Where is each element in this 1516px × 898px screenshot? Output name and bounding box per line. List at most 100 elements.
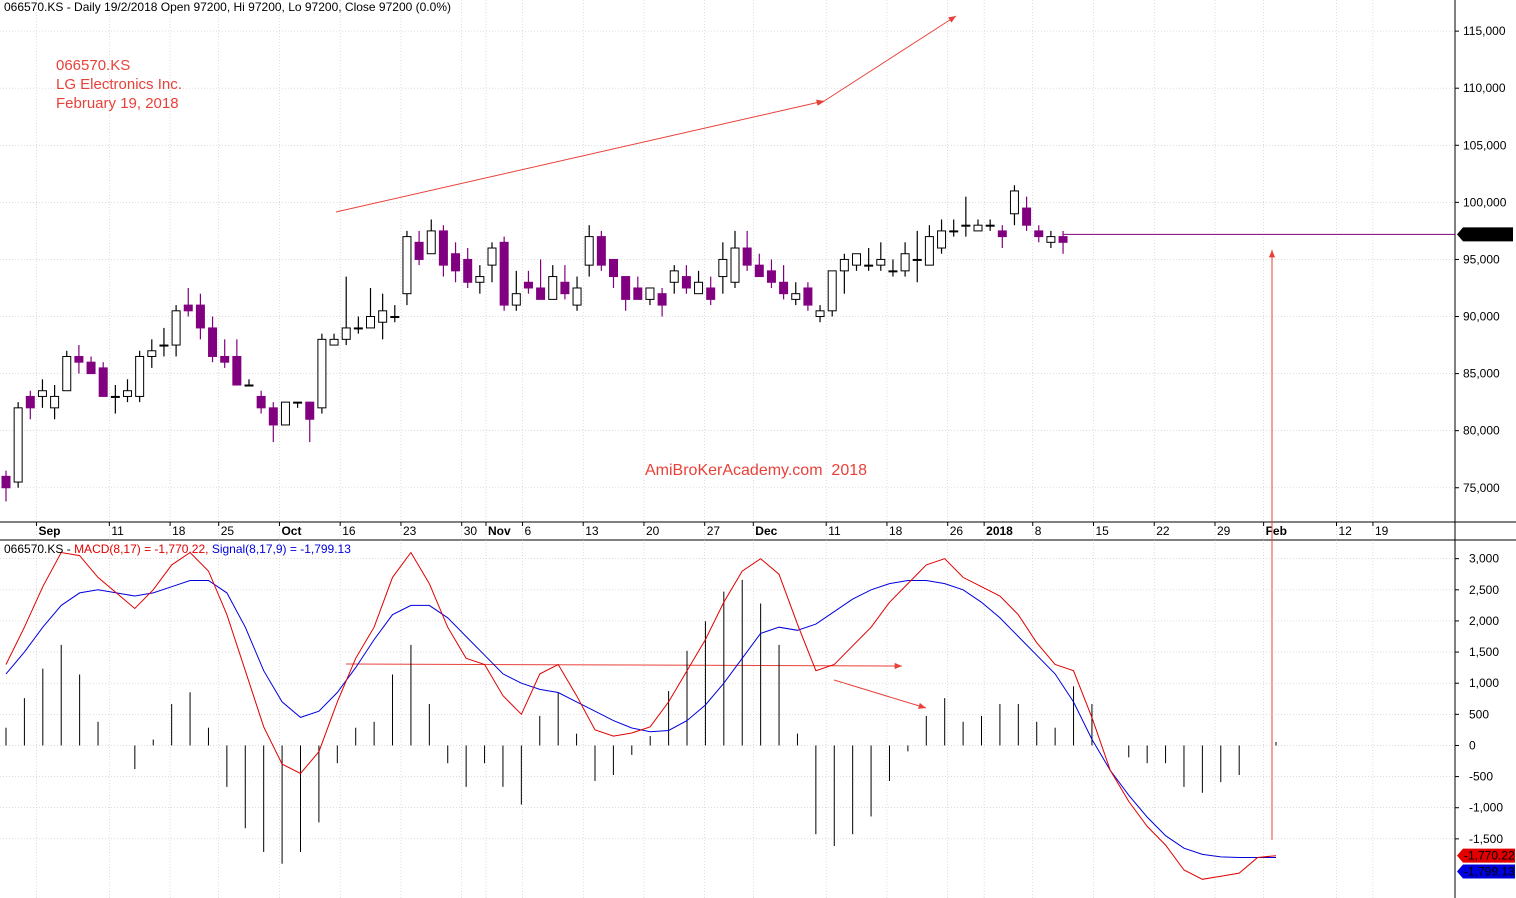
candle-body	[183, 304, 193, 312]
candle-body	[961, 224, 971, 227]
candle-body	[718, 258, 728, 278]
macd-tick-label: 1,000	[1469, 676, 1499, 690]
price-tick-label: 100,000	[1463, 195, 1507, 209]
candle-body	[50, 395, 60, 409]
signal-line	[5, 580, 1276, 858]
macd-value-tag	[1457, 848, 1515, 863]
candle-body	[487, 247, 497, 266]
candle-body	[900, 253, 910, 272]
candle-body	[256, 395, 266, 409]
date-tick-label: Dec	[755, 524, 777, 538]
candle-body	[378, 310, 388, 323]
date-tick-label: 18	[172, 524, 186, 538]
candle-body	[159, 344, 169, 347]
date-tick-label: 11	[111, 524, 124, 538]
candle-body	[402, 236, 412, 295]
candle-body	[37, 390, 47, 397]
candle-body	[98, 367, 108, 397]
candle-body	[390, 316, 400, 319]
candle-body	[1058, 236, 1068, 243]
date-tick-label: 29	[1217, 524, 1231, 538]
candle-body	[110, 395, 120, 398]
date-tick-label: Feb	[1266, 524, 1287, 538]
macd-tick-label: -1,000	[1469, 801, 1503, 815]
candle-body	[499, 241, 509, 306]
candle-body	[511, 293, 521, 306]
candle-body	[730, 247, 740, 283]
price-header: 066570.KS - Daily 19/2/2018 Open 97200, …	[4, 0, 451, 14]
candle-body	[86, 361, 96, 375]
vertical-arrow-head	[1268, 250, 1276, 258]
date-tick-label: 15	[1096, 524, 1110, 538]
macd-tick-label: 2,500	[1469, 583, 1499, 597]
candle-body	[1, 475, 11, 489]
candle-body	[135, 355, 145, 397]
candle-body	[839, 258, 849, 272]
annotation-block: 066570.KS LG Electronics Inc. February 1…	[56, 56, 182, 113]
macd-flat-arrow-head	[894, 662, 902, 670]
candle-body	[706, 287, 716, 300]
macd-down-arrow-head	[918, 702, 926, 709]
price-tick-label: 105,000	[1463, 138, 1507, 152]
candle-body	[742, 247, 752, 266]
date-tick-label: 25	[221, 524, 235, 538]
candle-body	[548, 276, 558, 300]
candle-body	[147, 350, 157, 357]
macd-flat-arrow	[345, 663, 903, 667]
trend-arrow-2-head	[948, 16, 956, 23]
macd-value-label: -1,770.22	[1464, 849, 1515, 863]
candle-body	[438, 230, 448, 266]
annotation-ticker: 066570.KS	[56, 57, 131, 74]
watermark: AmiBroKerAcademy.com 2018	[645, 462, 868, 479]
candle-body	[1009, 190, 1019, 215]
macd-down-arrow	[833, 679, 927, 709]
date-tick-label: 2018	[986, 524, 1013, 538]
macd-header: 066570.KS - MACD(8,17) = -1,770.22, Sign…	[4, 542, 351, 556]
candle-body	[791, 293, 801, 300]
trend-arrow-2	[817, 15, 957, 106]
candle-body	[888, 270, 898, 273]
trend-arrow-1-head	[816, 99, 824, 106]
candle-body	[827, 270, 837, 312]
candle-body	[293, 401, 303, 404]
candle-body	[937, 230, 947, 249]
candle-body	[876, 258, 886, 266]
candle-body	[621, 276, 631, 300]
candle-body	[949, 230, 959, 233]
macd-tick-label: 2,000	[1469, 614, 1499, 628]
candle-body	[596, 236, 606, 266]
candle-body	[463, 258, 473, 283]
signal-value-tag	[1457, 864, 1515, 879]
candle-body	[669, 270, 679, 283]
price-tick-label: 80,000	[1463, 424, 1500, 438]
candle-body	[985, 224, 995, 227]
date-tick-label: Sep	[38, 524, 60, 538]
last-price-label: 97,200	[1466, 227, 1503, 241]
date-tick-label: 19	[1375, 524, 1389, 538]
macd-label: MACD(8,17) = -1,770.22,	[74, 542, 209, 556]
candle-body	[779, 281, 789, 295]
date-tick-label: 8	[1035, 524, 1042, 538]
candle-body	[25, 395, 35, 409]
last-price-tag	[1457, 227, 1513, 242]
date-tick-label: 30	[464, 524, 478, 538]
price-tick-label: 95,000	[1463, 252, 1500, 266]
date-tick-label: 18	[889, 524, 903, 538]
macd-ticker: 066570.KS -	[4, 542, 75, 556]
candle-body	[657, 293, 667, 306]
macd-tick-label: 1,500	[1469, 645, 1499, 659]
candle-body	[681, 276, 691, 289]
candle-body	[633, 287, 643, 300]
candle-body	[244, 384, 254, 387]
candle-body	[475, 276, 485, 283]
price-tick-label: 85,000	[1463, 367, 1500, 381]
candle-body	[451, 253, 461, 272]
price-tick-label: 110,000	[1463, 81, 1506, 95]
candle-body	[353, 327, 363, 330]
candle-body	[414, 241, 424, 260]
candle-body	[317, 338, 327, 409]
candle-body	[62, 355, 72, 392]
date-tick-label: 6	[524, 524, 531, 538]
candle-body	[268, 407, 278, 426]
date-tick-label: 11	[828, 524, 841, 538]
